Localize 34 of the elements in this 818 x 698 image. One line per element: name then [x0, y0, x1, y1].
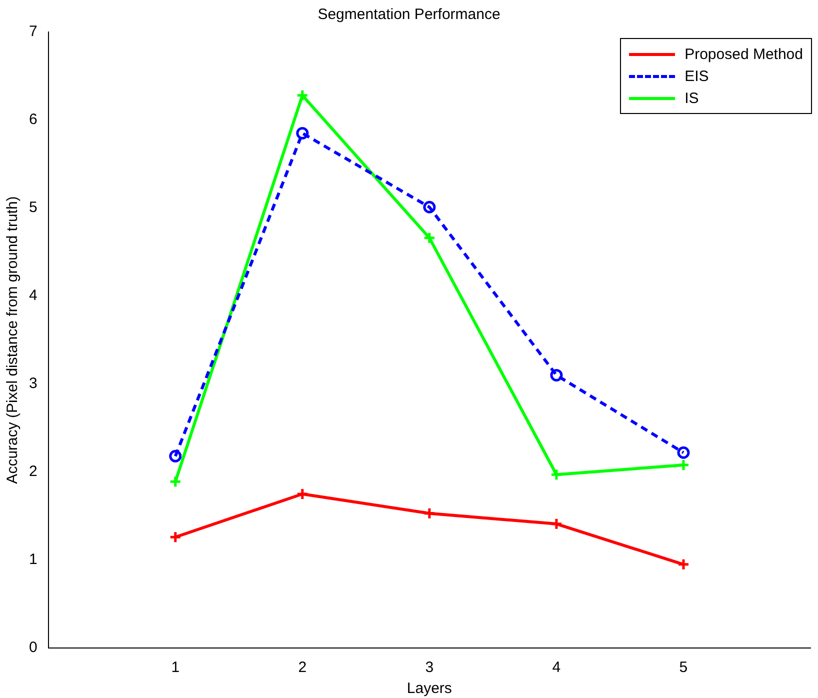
- point: [423, 200, 436, 214]
- x-tick-label: 1: [171, 659, 180, 676]
- y-tick-label: 5: [29, 199, 38, 216]
- point: [550, 518, 563, 530]
- point: [296, 89, 309, 102]
- point: [423, 507, 436, 520]
- y-tick-label: 6: [29, 111, 38, 128]
- legend-label: Proposed Method: [684, 46, 803, 62]
- point: [296, 126, 309, 140]
- x-tick-label: 2: [298, 659, 307, 676]
- point: [677, 558, 690, 571]
- y-tick-label: 7: [29, 23, 38, 40]
- y-tick-label: 2: [29, 463, 38, 480]
- x-axis-title: Layers: [406, 680, 452, 698]
- point: [677, 446, 690, 459]
- x-tick-label: 5: [679, 659, 688, 676]
- y-tick-label: 1: [29, 551, 38, 568]
- x-tick-label: 4: [552, 659, 561, 676]
- chart-title: Segmentation Performance: [318, 6, 500, 24]
- point: [677, 458, 690, 472]
- point: [423, 232, 436, 244]
- legend-label: IS: [684, 90, 699, 106]
- y-tick-label: 3: [29, 375, 38, 392]
- point: [296, 488, 309, 500]
- point: [169, 475, 182, 488]
- x-tick-label: 3: [425, 659, 434, 676]
- point: [169, 450, 182, 462]
- y-axis-title: Accuracy (Pixel distance from ground truth): [4, 196, 22, 484]
- y-tick-label: 0: [29, 639, 38, 656]
- point: [550, 468, 563, 481]
- point: [169, 530, 182, 544]
- point: [550, 368, 563, 382]
- y-tick-label: 4: [29, 287, 38, 304]
- legend-label: EIS: [684, 68, 709, 84]
